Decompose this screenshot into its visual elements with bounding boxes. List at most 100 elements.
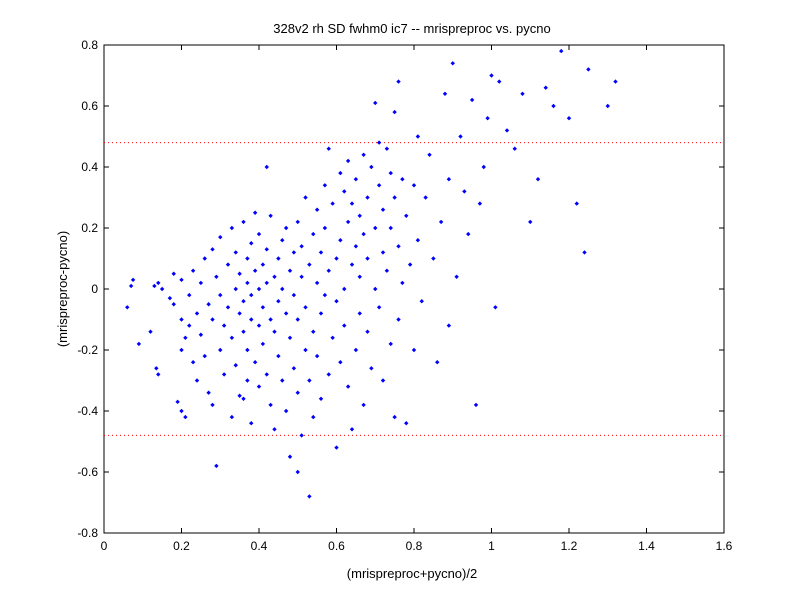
data-point xyxy=(512,146,517,151)
data-point xyxy=(396,79,401,84)
data-point xyxy=(287,335,293,340)
data-point xyxy=(365,195,370,200)
data-point xyxy=(419,299,424,304)
data-point xyxy=(485,116,490,121)
y-tick-label: 0.2 xyxy=(81,221,98,235)
data-point xyxy=(373,286,378,292)
data-point xyxy=(202,256,207,261)
data-point xyxy=(136,341,142,347)
data-point xyxy=(435,360,440,365)
data-point xyxy=(187,292,192,298)
data-point xyxy=(338,238,343,243)
y-tick-label: -0.8 xyxy=(77,526,98,540)
data-point xyxy=(415,134,421,139)
scatter-points xyxy=(125,48,618,499)
data-point xyxy=(605,103,610,109)
data-point xyxy=(361,152,366,157)
data-point xyxy=(276,353,281,359)
data-point xyxy=(411,347,417,353)
data-point xyxy=(392,109,397,115)
data-point xyxy=(268,402,273,408)
data-point xyxy=(446,323,452,328)
data-point xyxy=(369,164,374,170)
data-point xyxy=(307,262,312,267)
data-point xyxy=(353,244,359,249)
data-point xyxy=(469,97,475,103)
data-point xyxy=(314,280,320,286)
data-point xyxy=(206,302,211,307)
data-point xyxy=(373,225,378,231)
data-point xyxy=(334,256,339,261)
data-point xyxy=(210,317,215,322)
data-point xyxy=(392,195,397,200)
data-point xyxy=(338,360,343,365)
data-point xyxy=(384,268,390,273)
data-point xyxy=(326,372,331,377)
data-point xyxy=(249,292,254,298)
data-point xyxy=(179,347,184,353)
data-point xyxy=(241,329,246,334)
data-point xyxy=(276,256,281,261)
data-point xyxy=(322,225,328,231)
data-point xyxy=(287,454,293,459)
data-point xyxy=(245,347,250,353)
axis-ticks: 0 0.2 0.4 0.6 0.8 1 1.2 1.4 1.6 -0.8 -0.6 -0.4 -0.2 0… xyxy=(77,38,732,553)
data-point xyxy=(241,396,246,401)
data-point xyxy=(214,274,219,279)
data-point xyxy=(311,329,316,334)
x-tick-label: 1.2 xyxy=(561,539,578,553)
data-point xyxy=(190,268,196,273)
data-point xyxy=(152,283,157,289)
data-point xyxy=(291,292,297,298)
data-point xyxy=(198,332,204,337)
data-point xyxy=(283,311,289,316)
data-point xyxy=(318,250,324,255)
data-point xyxy=(520,91,525,96)
data-point xyxy=(221,323,227,328)
data-point xyxy=(380,378,386,383)
data-point xyxy=(264,247,269,252)
data-point xyxy=(334,299,339,304)
data-point xyxy=(497,79,502,84)
y-tick-label: -0.6 xyxy=(77,465,98,479)
data-point xyxy=(458,134,463,139)
y-tick-label: 0.4 xyxy=(81,160,98,174)
data-point xyxy=(322,292,328,298)
data-point xyxy=(221,372,227,377)
data-point xyxy=(229,225,235,231)
data-point xyxy=(450,61,455,66)
data-point xyxy=(233,250,238,255)
data-point xyxy=(206,390,211,395)
data-point xyxy=(241,219,246,225)
data-point xyxy=(295,219,300,225)
data-point xyxy=(183,335,188,340)
data-point xyxy=(477,201,483,206)
data-point xyxy=(404,421,409,426)
data-point xyxy=(283,225,289,231)
data-point xyxy=(543,85,548,90)
y-tick-label: -0.4 xyxy=(77,404,98,418)
data-point xyxy=(252,360,258,365)
data-point xyxy=(171,302,176,307)
data-point xyxy=(256,384,262,389)
y-axis-label: (mrispreproc-pycno) xyxy=(55,231,70,347)
data-point xyxy=(338,170,343,176)
data-point xyxy=(342,323,347,328)
data-point xyxy=(431,256,436,261)
data-point xyxy=(249,421,254,426)
data-point xyxy=(291,366,297,371)
reference-lines xyxy=(104,142,724,436)
data-point xyxy=(194,311,200,316)
data-point xyxy=(303,347,308,353)
data-point xyxy=(210,402,215,408)
data-point xyxy=(229,414,235,420)
data-point xyxy=(357,213,362,218)
data-point xyxy=(314,207,320,212)
data-point xyxy=(380,250,386,255)
data-point xyxy=(322,183,328,188)
data-point xyxy=(376,305,382,310)
data-point xyxy=(582,250,587,255)
data-point xyxy=(303,305,308,310)
data-point xyxy=(404,213,409,218)
